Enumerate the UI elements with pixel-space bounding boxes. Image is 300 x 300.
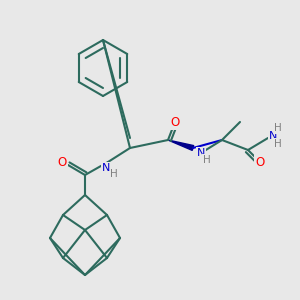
Text: O: O	[57, 155, 67, 169]
Text: H: H	[110, 169, 118, 179]
Text: O: O	[170, 116, 180, 128]
Text: H: H	[203, 155, 211, 165]
Text: N: N	[197, 148, 205, 158]
Polygon shape	[168, 140, 194, 150]
Text: H: H	[274, 139, 282, 149]
Text: H: H	[274, 123, 282, 133]
Text: N: N	[102, 163, 110, 173]
Text: O: O	[255, 155, 265, 169]
Text: N: N	[102, 163, 110, 173]
Text: N: N	[269, 131, 277, 141]
